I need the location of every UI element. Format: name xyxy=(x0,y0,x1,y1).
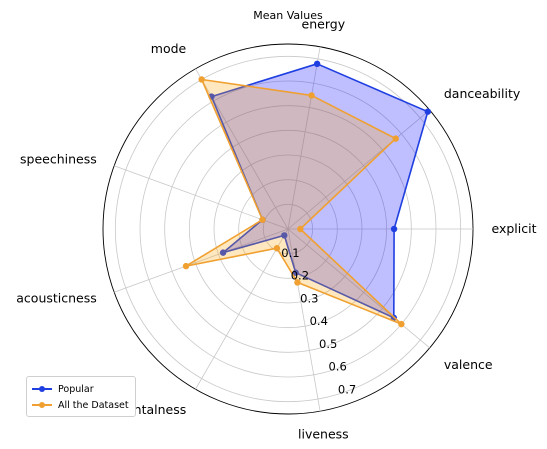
r-tick-label-3: 0.3 xyxy=(300,291,318,305)
point-all-the-dataset-acousticness xyxy=(182,262,190,270)
r-tick-label-7: 0.7 xyxy=(338,383,356,397)
point-all-the-dataset-mode xyxy=(198,76,205,83)
chart-title: Mean Values xyxy=(253,9,323,22)
series-line-all-the-dataset xyxy=(185,78,403,325)
r-tick-label-2: 0.2 xyxy=(291,269,309,283)
axis-label-mode: mode xyxy=(151,41,187,56)
axis-label-liveness: liveness xyxy=(298,426,349,441)
point-all-the-dataset-energy xyxy=(308,92,315,99)
spoke-valence xyxy=(287,228,430,349)
spoke-acousticness xyxy=(114,228,289,293)
point-popular-danceability xyxy=(424,108,432,115)
point-popular-energy xyxy=(313,60,321,68)
point-all-the-dataset-liveness xyxy=(294,279,301,286)
axis-label-valence: valence xyxy=(444,357,493,372)
radial-tick-labels: 0.1 0.2 0.3 0.4 0.5 0.6 0.7 xyxy=(281,246,356,397)
legend: Popular All the Dataset xyxy=(26,376,136,417)
axis-label-energy: energy xyxy=(302,17,346,32)
series-fill-all-the-dataset xyxy=(186,79,402,325)
point-popular-liveness xyxy=(292,269,299,276)
radial-grid xyxy=(102,43,474,415)
r-tick-label-1: 0.1 xyxy=(281,246,299,260)
spoke-instrumentalness xyxy=(195,228,289,390)
point-all-the-dataset-speechiness xyxy=(259,216,266,223)
axis-label-speechiness: speechiness xyxy=(20,151,97,166)
spoke-danceability xyxy=(287,109,430,230)
point-popular-instrumentalness xyxy=(281,232,288,239)
spoke-energy xyxy=(287,46,321,230)
spoke-liveness xyxy=(287,228,321,412)
legend-label-all-dataset: All the Dataset xyxy=(58,399,129,411)
legend-item-all-dataset: All the Dataset xyxy=(31,398,129,412)
series-line-popular xyxy=(210,62,429,319)
r-tick-label-4: 0.4 xyxy=(310,314,328,328)
r-tick-label-5: 0.5 xyxy=(319,337,337,351)
r-tick-label-6: 0.6 xyxy=(328,360,346,374)
axis-labels: explicit danceability energy mode speechines… xyxy=(16,17,536,442)
legend-swatch-all-dataset xyxy=(31,399,53,411)
legend-item-popular: Popular xyxy=(31,382,94,396)
point-popular-acousticness xyxy=(219,249,227,256)
legend-label-popular: Popular xyxy=(58,383,94,395)
point-popular-explicit xyxy=(390,225,398,233)
point-all-the-dataset-valence xyxy=(398,320,405,328)
point-all-the-dataset-explicit xyxy=(297,225,304,233)
point-all-the-dataset-instrumentalness xyxy=(273,245,281,252)
legend-swatch-popular xyxy=(31,383,53,395)
axis-label-explicit: explicit xyxy=(492,221,537,236)
point-all-the-dataset-danceability xyxy=(392,135,399,142)
spoke-speechiness xyxy=(114,165,289,230)
axis-label-danceability: danceability xyxy=(444,86,521,101)
series-layer xyxy=(182,60,432,328)
axis-label-acousticness: acousticness xyxy=(16,291,97,306)
